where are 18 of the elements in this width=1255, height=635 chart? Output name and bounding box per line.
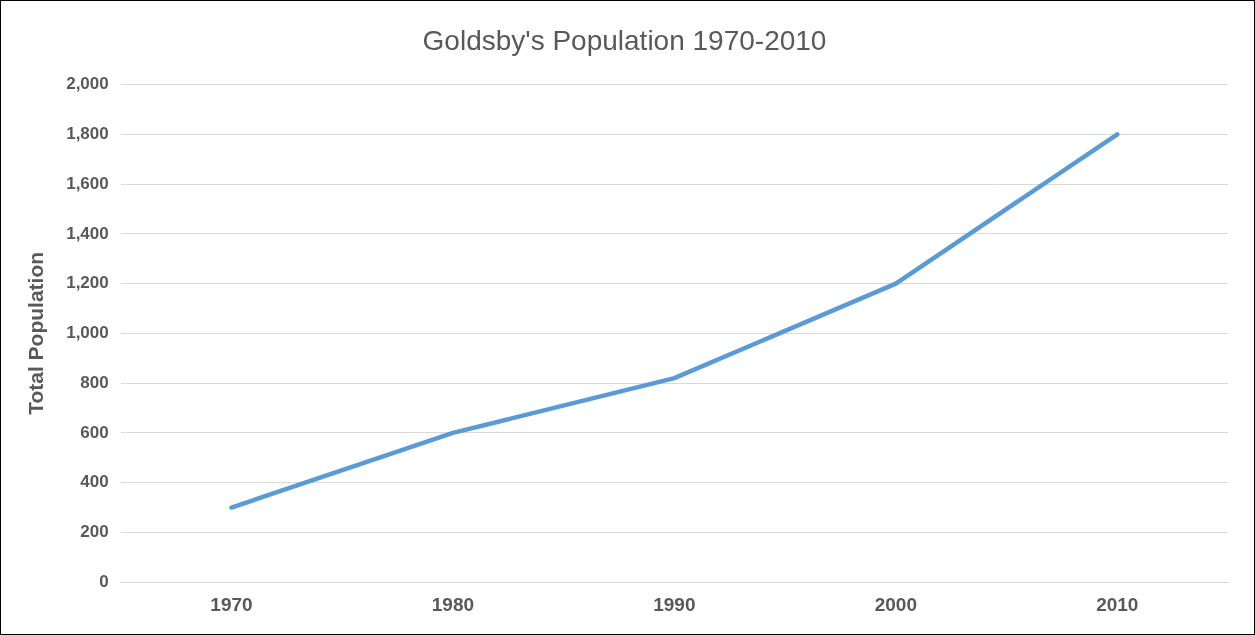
x-tick-label: 1980 xyxy=(431,593,475,615)
chart-title: Goldsby's Population 1970-2010 xyxy=(422,24,827,56)
y-axis-title: Total Population xyxy=(24,251,48,415)
y-tick-label: 1,600 xyxy=(66,173,109,193)
y-tick-label: 1,800 xyxy=(66,124,109,144)
y-tick-label: 600 xyxy=(80,422,109,442)
y-tick-label: 2,000 xyxy=(66,74,109,94)
y-tick-label: 400 xyxy=(80,472,109,492)
y-tick-label: 1,400 xyxy=(66,223,109,243)
x-tick-label: 2010 xyxy=(1096,593,1139,615)
x-tick-label: 1970 xyxy=(210,593,253,615)
x-tick-label: 2000 xyxy=(874,593,917,615)
y-tick-label: 1,000 xyxy=(66,323,109,343)
y-tick-label: 200 xyxy=(80,522,109,542)
y-tick-label: 0 xyxy=(99,571,109,591)
y-tick-label: 1,200 xyxy=(66,273,109,293)
x-tick-label: 1990 xyxy=(653,593,696,615)
y-tick-label: 800 xyxy=(80,372,109,392)
